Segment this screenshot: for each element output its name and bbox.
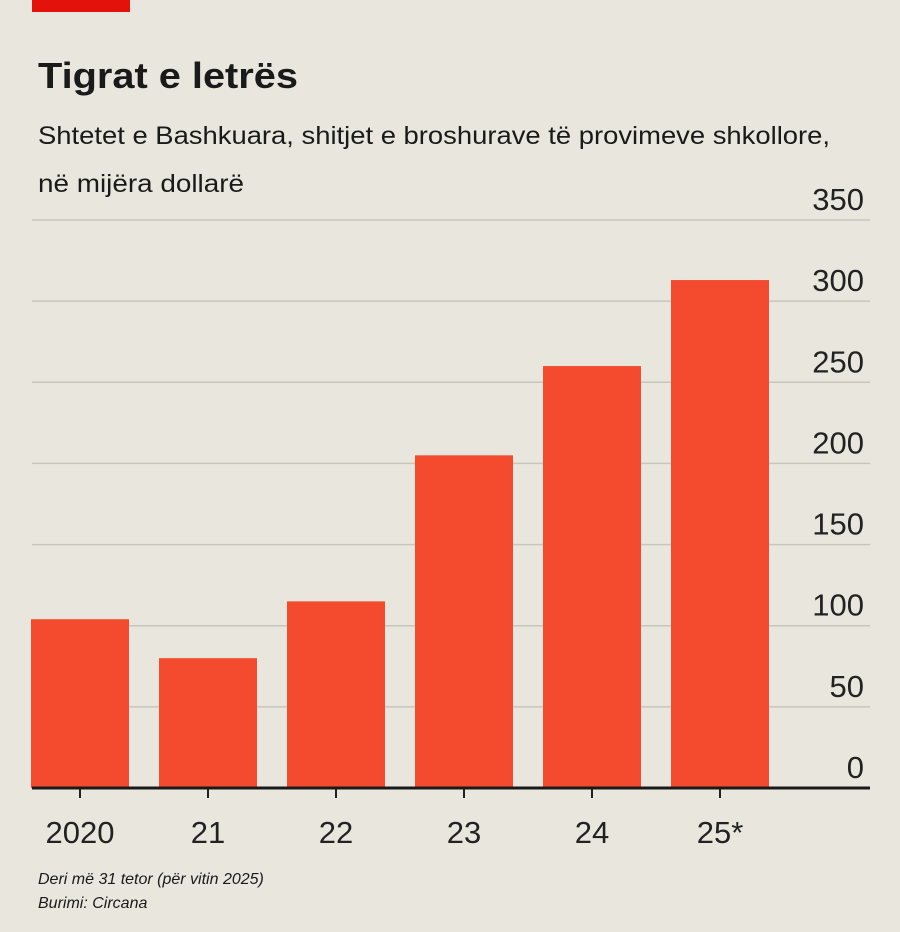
bar	[159, 658, 257, 788]
chart-subtitle: Shtetet e Bashkuara, shitjet e broshurav…	[38, 122, 830, 150]
y-tick-label: 350	[812, 182, 864, 217]
bar	[415, 455, 513, 788]
y-tick-label: 150	[812, 507, 864, 542]
y-tick-label: 200	[812, 425, 864, 460]
bar	[671, 280, 769, 788]
x-tick-label: 23	[447, 815, 481, 850]
y-tick-label: 0	[847, 750, 864, 785]
chart-subtitle: në mijëra dollarë	[38, 170, 244, 198]
bar	[287, 601, 385, 788]
y-tick-label: 100	[812, 588, 864, 623]
x-tick-label: 22	[319, 815, 353, 850]
y-tick-label: 50	[830, 669, 864, 704]
accent-bar	[32, 0, 130, 12]
x-tick-label: 25*	[697, 815, 744, 850]
bar	[31, 619, 129, 788]
y-tick-label: 250	[812, 344, 864, 379]
x-tick-label: 2020	[46, 815, 115, 850]
source: Burimi: Circana	[38, 895, 147, 912]
footnote: Deri më 31 tetor (për vitin 2025)	[38, 871, 264, 888]
bar	[543, 366, 641, 788]
chart-title: Tigrat e letrës	[38, 55, 298, 96]
y-tick-label: 300	[812, 263, 864, 298]
x-tick-label: 24	[575, 815, 609, 850]
x-tick-label: 21	[191, 815, 225, 850]
